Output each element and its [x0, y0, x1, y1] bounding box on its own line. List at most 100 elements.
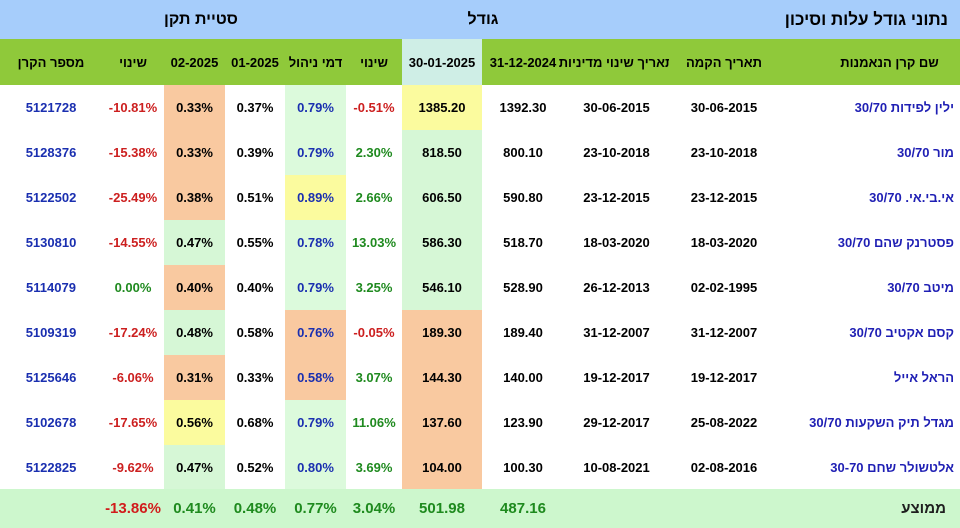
main-title-label: נתוני גודל עלות וסיכון	[784, 9, 948, 29]
table-row-2-founded: 23-12-2015	[690, 190, 758, 205]
avg-date-spacer	[564, 489, 779, 528]
table-row-2-size2: 606.50	[402, 175, 482, 220]
table-row-5-founded: 31-12-2007	[690, 325, 758, 340]
table-row-7-dev02: 0.56%	[164, 400, 225, 445]
table-row-3-dev01: 0.55%	[236, 235, 274, 250]
table-row-6-size1: 140.00	[503, 370, 543, 385]
table-row-1-size2: 818.50	[402, 130, 482, 175]
table-row-3-fee: 0.78%	[285, 220, 346, 265]
table-row-4-name[interactable]: מיטב 30/70	[887, 280, 954, 295]
table-row-8-policy: 10-08-2021	[583, 459, 650, 475]
table-row-8-size1: 100.30	[503, 459, 543, 475]
table-row-4-fund-number: 5114079	[26, 280, 76, 295]
table-row-5-dev01: 0.58%	[236, 325, 274, 340]
table-row-8-name[interactable]: אלטשולר שחם 30-70	[830, 459, 954, 475]
table-row-4-dev02: 0.40%	[164, 265, 225, 310]
table-row-6-dev02: 0.31%	[164, 355, 225, 400]
table-row-4-fee: 0.79%	[285, 265, 346, 310]
table-row-6-founded: 19-12-2017	[690, 370, 758, 385]
avg-change2: -13.86%	[102, 489, 164, 528]
header-mgmt-fee: דמי ניהול	[285, 39, 346, 85]
table-row-0-policy: 30-06-2015	[583, 100, 650, 115]
table-row-7-fund-number: 5102678	[25, 415, 77, 430]
table-row-6-fund-number: 5125646	[25, 370, 77, 385]
table-row-7-change2: -17.65%	[108, 415, 158, 430]
table-row-2-fee: 0.89%	[285, 175, 346, 220]
table-row-7-policy: 29-12-2017	[583, 415, 650, 430]
table-row-3-name[interactable]: פסטרנק שהם 30/70	[837, 235, 954, 250]
table-row-3-policy: 18-03-2020	[583, 235, 650, 250]
table-row-1-change2: -15.38%	[108, 145, 158, 160]
table-row-4-policy: 26-12-2013	[583, 280, 650, 295]
table-row-4-size2: 546.10	[402, 265, 482, 310]
table-row-4-change1: 3.25%	[355, 280, 393, 295]
table-row-5-policy: 31-12-2007	[583, 325, 650, 340]
table-row-1-policy: 23-10-2018	[583, 145, 650, 160]
header-fund-name: שם קרן הנאמנות	[779, 39, 960, 85]
header-policy-change-date: תאריך שינוי מדיניות	[559, 39, 674, 85]
table-row-1-dev02: 0.33%	[164, 130, 225, 175]
header-dev-01-2025: 01-2025	[225, 39, 285, 85]
table-row-8-change2: -9.62%	[112, 459, 154, 475]
table-row-5-size2: 189.30	[402, 310, 482, 355]
table-row-7-dev01: 0.68%	[236, 415, 274, 430]
table-row-6-name[interactable]: הראל אייל	[893, 370, 954, 385]
deviation-group-label: סטיית תקן	[164, 10, 238, 28]
avg-fee: 0.77%	[285, 489, 346, 528]
avg-dev02: 0.41%	[164, 489, 225, 528]
table-row-0-change1: -0.51%	[353, 100, 395, 115]
avg-size1: 487.16	[482, 489, 564, 528]
table-row-8-fee: 0.80%	[285, 445, 346, 489]
table-row-0-dev02: 0.33%	[164, 85, 225, 130]
table-row-1-size1: 800.10	[503, 145, 543, 160]
header-size-31-12-2024: 31-12-2024	[482, 39, 564, 85]
table-row-8-change1: 3.69%	[355, 459, 393, 475]
table-row-5-size1: 189.40	[503, 325, 543, 340]
table-row-6-size2: 144.30	[402, 355, 482, 400]
table-row-6-policy: 19-12-2017	[583, 370, 650, 385]
table-row-7-founded: 25-08-2022	[690, 415, 758, 430]
table-row-5-name[interactable]: קסם אקטיב 30/70	[849, 325, 954, 340]
table-row-7-fee: 0.79%	[285, 400, 346, 445]
table-row-8-fund-number: 5122825	[25, 459, 77, 475]
table-row-8-dev01: 0.52%	[236, 459, 274, 475]
table-row-8-size2: 104.00	[402, 445, 482, 489]
avg-label: ממוצע	[779, 489, 960, 528]
table-row-2-size1: 590.80	[503, 190, 543, 205]
size-group-header: גודל	[402, 0, 564, 39]
table-row-0-size1: 1392.30	[499, 100, 547, 115]
table-row-8-founded: 02-08-2016	[690, 459, 758, 475]
table-row-6-dev01: 0.33%	[236, 370, 274, 385]
table-row-3-change2: -14.55%	[108, 235, 158, 250]
table-row-6-change1: 3.07%	[355, 370, 393, 385]
table-row-4-founded: 02-02-1995	[690, 280, 758, 295]
top-band-spacer	[564, 0, 779, 39]
table-row-5-dev02: 0.48%	[164, 310, 225, 355]
deviation-group-header: סטיית תקן	[0, 0, 402, 39]
table-row-7-name[interactable]: מגדל תיק השקעות 30/70	[809, 415, 954, 430]
table-row-0-name[interactable]: ילין לפידות 30/70	[854, 100, 954, 115]
table-row-7-size2: 137.60	[402, 400, 482, 445]
table-row-2-name[interactable]: אי.בי.אי. 30/70	[869, 190, 954, 205]
header-change-1: שינוי	[346, 39, 402, 85]
table-row-2-policy: 23-12-2015	[583, 190, 650, 205]
table-row-1-fee: 0.79%	[285, 130, 346, 175]
header-fund-number: מספר הקרן	[0, 39, 102, 85]
table-row-1-name[interactable]: מור 30/70	[896, 145, 954, 160]
header-founded-date: תאריך הקמה	[669, 39, 779, 85]
table-row-0-fund-number: 5121728	[25, 100, 77, 115]
table-row-6-fee: 0.58%	[285, 355, 346, 400]
table-row-4-change2: 0.00%	[114, 280, 152, 295]
table-row-4-size1: 528.90	[503, 280, 543, 295]
table-row-5-change2: -17.24%	[108, 325, 158, 340]
table-row-6-change2: -6.06%	[112, 370, 154, 385]
table-row-0-change2: -10.81%	[108, 100, 158, 115]
table-row-4-dev01: 0.40%	[236, 280, 274, 295]
table-row-2-change1: 2.66%	[355, 190, 393, 205]
table-row-1-dev01: 0.39%	[236, 145, 274, 160]
table-row-3-dev02: 0.47%	[164, 220, 225, 265]
table-row-7-change1: 11.06%	[352, 415, 396, 430]
table-row-0-size2: 1385.20	[402, 85, 482, 130]
table-row-3-size1: 518.70	[503, 235, 543, 250]
size-group-label: גודל	[467, 10, 499, 28]
